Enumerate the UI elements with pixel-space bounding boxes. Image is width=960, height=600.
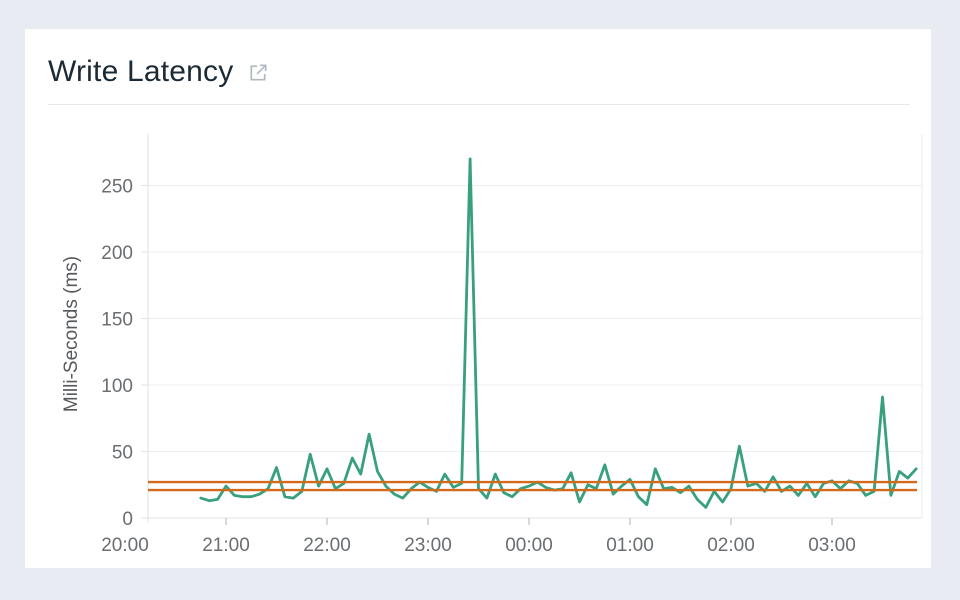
y-tick-label: 150 — [101, 310, 133, 331]
x-tick-label: 01:00 — [606, 535, 654, 556]
x-tick-label: 23:00 — [404, 535, 452, 556]
series-line[interactable] — [199, 157, 918, 509]
x-tick-label: 20:00 — [101, 535, 149, 556]
x-tick-label: 21:00 — [202, 535, 250, 556]
header-divider — [48, 104, 910, 105]
x-tick-label: 00:00 — [505, 535, 553, 556]
y-axis-title: Milli-Seconds (ms) — [61, 256, 82, 412]
page-title: Write Latency — [48, 55, 234, 88]
card-header: Write Latency — [25, 29, 931, 89]
x-tick-label: 03:00 — [808, 535, 856, 556]
latency-chart[interactable]: 0 50 100 150 200 250 20:00 21:00 22:00 23:00 00:00… — [25, 106, 931, 568]
write-latency-card: Write Latency 0 50 100 150 200 250 20:00 21:00 2… — [25, 29, 931, 568]
chart-area: 0 50 100 150 200 250 20:00 21:00 22:00 23:00 00:00… — [25, 106, 931, 568]
x-tick-label: 02:00 — [707, 535, 755, 556]
y-tick-label: 50 — [112, 443, 133, 464]
external-link-icon[interactable] — [247, 61, 270, 84]
x-tick-label: 22:00 — [303, 535, 351, 556]
y-tick-label: 0 — [122, 509, 133, 530]
y-tick-label: 200 — [101, 243, 133, 264]
y-tick-label: 100 — [101, 376, 133, 397]
y-tick-label: 250 — [101, 177, 133, 198]
